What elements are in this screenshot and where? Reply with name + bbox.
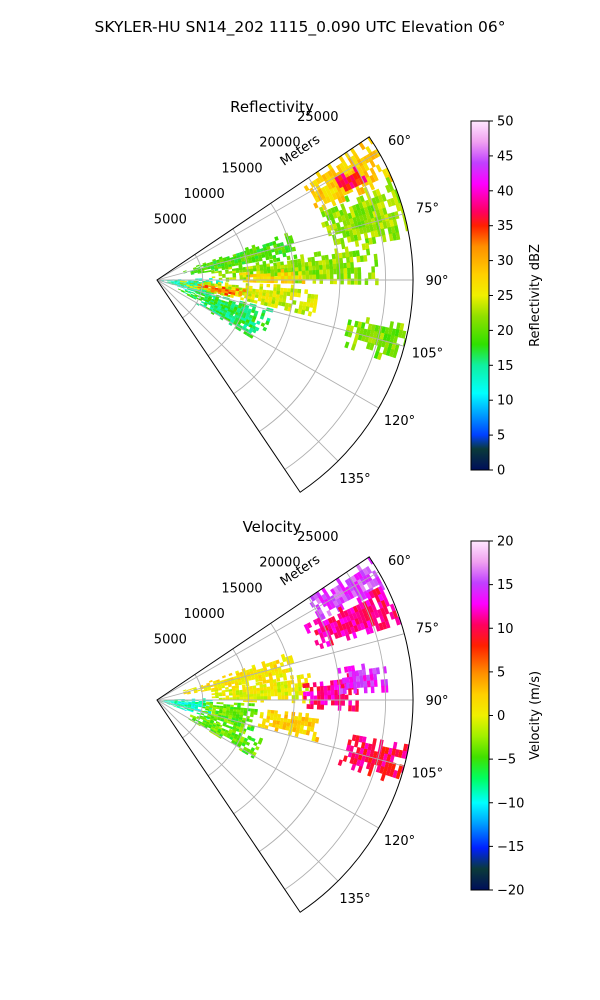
velocity-colorbar-tick-label: 10 [497,622,514,637]
reflectivity-range-tick-label: 10000 [183,187,224,202]
reflectivity-range-ring [207,228,249,357]
velocity-range-ring [233,623,295,815]
reflectivity-colorbar-tick-label: 20 [497,324,514,339]
reflectivity-colorbar-tick-label: 30 [497,254,514,269]
reflectivity-colorbar-tick-label: 35 [497,219,514,234]
velocity-range-ring [207,648,249,777]
velocity-colorbar-ticks: −20 −15 −10 −5 0 5 10 15 20 [489,535,524,899]
velocity-echo-region [257,709,320,743]
reflectivity-colorbar-tick-label: 25 [497,289,514,304]
velocity-range-tick-label: 15000 [221,581,262,596]
reflectivity-echoes [157,136,410,361]
velocity-range-tick-label: 10000 [183,607,224,622]
velocity-colorbar-tick-label: 20 [497,535,514,550]
velocity-azimuth-ticks: 60° 75° 90° 105° 120° 135° [339,554,448,907]
reflectivity-colorbar: 0 5 10 15 20 25 30 35 40 45 50 Reflectivity dBZ [470,115,543,479]
reflectivity-colorbar-tick-label: 45 [497,149,514,164]
reflectivity-azimuth-tick-label: 120° [384,414,415,429]
velocity-azimuth-tick-label: 60° [388,554,411,569]
reflectivity-panel: Reflectivity 5000 10000 15000 20000 25000 60… [154,98,543,493]
velocity-echo-region [211,672,313,704]
reflectivity-range-tick-label: 5000 [154,212,187,227]
reflectivity-range-ticks: 5000 10000 15000 20000 25000 [154,110,339,227]
velocity-colorbar-tick-label: −10 [497,796,524,811]
velocity-colorbar-tick-label: −15 [497,840,524,855]
reflectivity-colorbar-tick-label: 10 [497,394,514,409]
velocity-range-ticks: 5000 10000 15000 20000 25000 [154,530,339,647]
velocity-azimuth-spoke [156,699,379,829]
reflectivity-azimuth-spoke [156,279,405,347]
reflectivity-range-tick-label: 25000 [297,110,338,125]
velocity-azimuth-spoke [156,699,339,882]
reflectivity-azimuth-tick-label: 90° [425,274,448,289]
reflectivity-range-tick-label: 20000 [259,136,300,151]
reflectivity-azimuth-ticks: 60° 75° 90° 105° 120° 135° [339,134,448,487]
velocity-grid [156,571,413,890]
velocity-panel: Velocity 5000 10000 15000 20000 25000 60° 75°… [154,518,543,913]
velocity-colorbar-tick-label: 15 [497,578,514,593]
figure-suptitle: SKYLER-HU SN14_202 1115_0.090 UTC Elevat… [95,18,506,37]
reflectivity-azimuth-tick-label: 75° [416,202,439,217]
velocity-echo-region [188,714,264,759]
reflectivity-colorbar-tick-label: 50 [497,115,514,130]
velocity-colorbar-tick-label: 0 [497,709,505,724]
velocity-echo-region [337,663,389,695]
velocity-range-ring [182,674,204,739]
velocity-range-tick-label: 5000 [154,632,187,647]
reflectivity-range-ring [259,177,341,432]
reflectivity-range-ring [182,254,204,319]
reflectivity-grid [156,151,413,470]
reflectivity-colorbar-ticks: 0 5 10 15 20 25 30 35 40 45 50 [489,115,514,479]
reflectivity-azimuth-spoke [156,213,405,281]
reflectivity-sector-outline [156,136,414,493]
velocity-echoes [157,556,412,782]
reflectivity-colorbar-tick-label: 5 [497,429,505,444]
reflectivity-range-ring [284,151,387,470]
velocity-azimuth-tick-label: 105° [412,766,443,781]
velocity-range-ring [284,571,387,890]
reflectivity-azimuth-spoke [156,279,379,409]
velocity-azimuth-tick-label: 135° [339,892,370,907]
reflectivity-azimuth-tick-label: 105° [412,346,443,361]
velocity-azimuth-tick-label: 75° [416,622,439,637]
velocity-azimuth-spoke [156,633,405,701]
velocity-azimuth-spoke [156,699,405,767]
velocity-title: Velocity [243,518,302,536]
reflectivity-range-tick-label: 15000 [221,161,262,176]
reflectivity-azimuth-tick-label: 60° [388,134,411,149]
reflectivity-title: Reflectivity [230,98,314,116]
reflectivity-colorbar-tick-label: 0 [497,464,505,479]
reflectivity-colorbar-label: Reflectivity dBZ [528,244,543,347]
reflectivity-azimuth-tick-label: 135° [339,472,370,487]
velocity-colorbar-bar [470,540,490,891]
velocity-azimuth-tick-label: 120° [384,834,415,849]
velocity-sector-outline [156,556,414,913]
velocity-range-ring [259,597,341,852]
reflectivity-azimuth-spoke [156,279,339,462]
velocity-echo-region [309,556,386,622]
velocity-colorbar-label: Velocity (m/s) [528,671,543,760]
reflectivity-colorbar-tick-label: 15 [497,359,514,374]
velocity-colorbar-tick-label: −20 [497,884,524,899]
reflectivity-echo-region [344,316,409,361]
reflectivity-colorbar-tick-label: 40 [497,184,514,199]
velocity-azimuth-tick-label: 90° [425,694,448,709]
reflectivity-colorbar-bar [470,120,490,471]
velocity-colorbar: −20 −15 −10 −5 0 5 10 15 20 Velocity (m/s) [470,535,543,899]
velocity-echo-region [337,734,412,782]
reflectivity-azimuth-spoke [156,151,379,281]
reflectivity-echo-region [334,165,368,192]
velocity-azimuth-spoke [156,571,379,701]
velocity-range-tick-label: 25000 [297,530,338,545]
velocity-colorbar-tick-label: 5 [497,665,505,680]
velocity-range-tick-label: 20000 [259,556,300,571]
reflectivity-echo-region [183,232,298,275]
velocity-colorbar-tick-label: −5 [497,753,516,768]
reflectivity-range-ring [233,203,295,395]
